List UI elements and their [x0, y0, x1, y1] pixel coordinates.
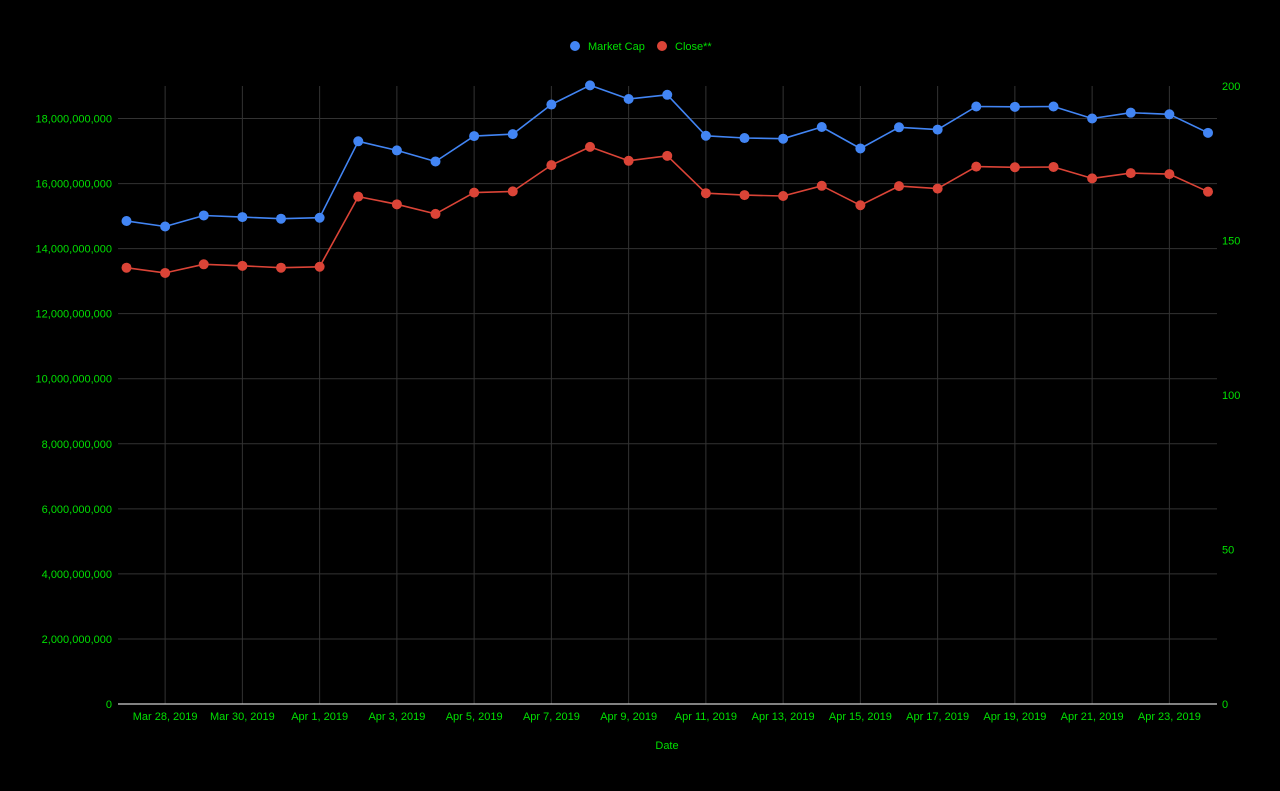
data-point-close: [816, 180, 827, 191]
y-right-tick-label: 0: [1222, 699, 1228, 711]
data-point-market-cap: [971, 101, 982, 112]
data-point-close: [546, 160, 557, 171]
data-point-market-cap: [1164, 109, 1175, 120]
legend: Market Cap Close**: [570, 41, 712, 53]
data-point-close: [430, 208, 441, 219]
series-layer: [121, 80, 1213, 278]
data-point-close: [237, 260, 248, 271]
y-left-tick-label: 16,000,000,000: [36, 179, 112, 191]
axes: 0 2,000,000,000 4,000,000,000 6,000,000,000…: [36, 81, 1241, 723]
data-point-close: [700, 188, 711, 199]
x-tick-label: Apr 19, 2019: [983, 711, 1046, 723]
x-tick-label: Mar 30, 2019: [210, 711, 275, 723]
x-tick-label: Apr 9, 2019: [600, 711, 657, 723]
data-point-market-cap: [430, 156, 441, 167]
data-point-close: [1164, 169, 1175, 180]
data-point-market-cap: [623, 94, 634, 105]
legend-marker-close: [657, 41, 667, 51]
x-axis-title: Date: [655, 740, 678, 752]
y-right-tick-label: 100: [1222, 390, 1240, 402]
data-point-market-cap: [778, 133, 789, 144]
grid: [118, 86, 1217, 704]
data-point-close: [391, 199, 402, 210]
data-point-market-cap: [585, 80, 595, 91]
x-tick-label: Apr 1, 2019: [291, 711, 348, 723]
y-left-tick-label: 2,000,000,000: [42, 634, 112, 646]
data-point-close: [121, 262, 132, 273]
data-point-close: [507, 186, 518, 197]
data-point-close: [198, 259, 209, 270]
y-left-tick-label: 8,000,000,000: [42, 439, 112, 451]
data-point-market-cap: [469, 131, 480, 142]
data-point-market-cap: [121, 215, 132, 226]
y-left-tick-label: 0: [106, 699, 112, 711]
data-point-market-cap: [237, 212, 248, 223]
data-point-market-cap: [391, 145, 402, 156]
data-point-close: [353, 191, 364, 202]
data-point-market-cap: [1048, 101, 1059, 112]
data-point-market-cap: [314, 212, 325, 223]
data-point-market-cap: [1203, 127, 1213, 138]
data-point-close: [623, 155, 634, 166]
data-point-close: [585, 141, 595, 152]
data-point-close: [1125, 168, 1136, 179]
data-point-market-cap: [507, 129, 518, 140]
y-right-tick-label: 200: [1222, 81, 1240, 93]
data-point-close: [1048, 161, 1059, 172]
data-point-market-cap: [894, 122, 904, 133]
data-point-market-cap: [1087, 113, 1098, 124]
data-point-market-cap: [855, 143, 866, 154]
data-point-market-cap: [739, 133, 750, 144]
data-point-market-cap: [1009, 101, 1020, 112]
x-tick-label: Apr 5, 2019: [446, 711, 503, 723]
y-right-tick-label: 50: [1222, 545, 1234, 557]
data-point-close: [662, 150, 673, 161]
y-left-tick-label: 6,000,000,000: [42, 504, 112, 516]
x-tick-label: Apr 11, 2019: [675, 711, 737, 723]
data-point-close: [739, 190, 750, 201]
y-left-tick-label: 14,000,000,000: [36, 244, 112, 256]
data-point-market-cap: [662, 89, 673, 100]
legend-marker-market-cap: [570, 41, 580, 51]
data-point-market-cap: [700, 130, 711, 141]
data-point-close: [932, 183, 943, 194]
data-point-market-cap: [353, 136, 364, 147]
y-left-tick-label: 4,000,000,000: [42, 569, 112, 581]
legend-label-market-cap: Market Cap: [588, 41, 645, 53]
x-tick-label: Apr 13, 2019: [752, 711, 815, 723]
x-tick-label: Apr 3, 2019: [368, 711, 425, 723]
data-point-close: [469, 187, 480, 198]
y-left-tick-label: 12,000,000,000: [36, 309, 112, 321]
x-tick-label: Apr 21, 2019: [1061, 711, 1124, 723]
x-tick-label: Mar 28, 2019: [133, 711, 198, 723]
x-tick-label: Apr 15, 2019: [829, 711, 892, 723]
data-point-market-cap: [276, 213, 286, 224]
x-tick-label: Apr 7, 2019: [523, 711, 580, 723]
legend-label-close: Close**: [675, 41, 712, 53]
data-point-close: [894, 181, 904, 192]
data-point-close: [1009, 162, 1020, 173]
y-left-tick-label: 10,000,000,000: [36, 374, 112, 386]
data-point-market-cap: [546, 99, 557, 110]
data-point-market-cap: [198, 210, 209, 221]
data-point-close: [314, 261, 325, 272]
y-right-tick-label: 150: [1222, 236, 1240, 248]
data-point-close: [855, 200, 866, 211]
data-point-close: [276, 262, 286, 273]
data-point-close: [160, 267, 171, 278]
data-point-close: [971, 161, 982, 172]
data-point-market-cap: [816, 121, 827, 132]
data-point-close: [778, 191, 789, 202]
data-point-close: [1087, 173, 1098, 184]
x-tick-label: Apr 23, 2019: [1138, 711, 1201, 723]
data-point-close: [1203, 186, 1213, 197]
data-point-market-cap: [932, 124, 943, 135]
data-point-market-cap: [160, 221, 171, 232]
x-tick-label: Apr 17, 2019: [906, 711, 969, 723]
y-left-tick-label: 18,000,000,000: [36, 114, 112, 126]
data-point-market-cap: [1125, 107, 1136, 118]
